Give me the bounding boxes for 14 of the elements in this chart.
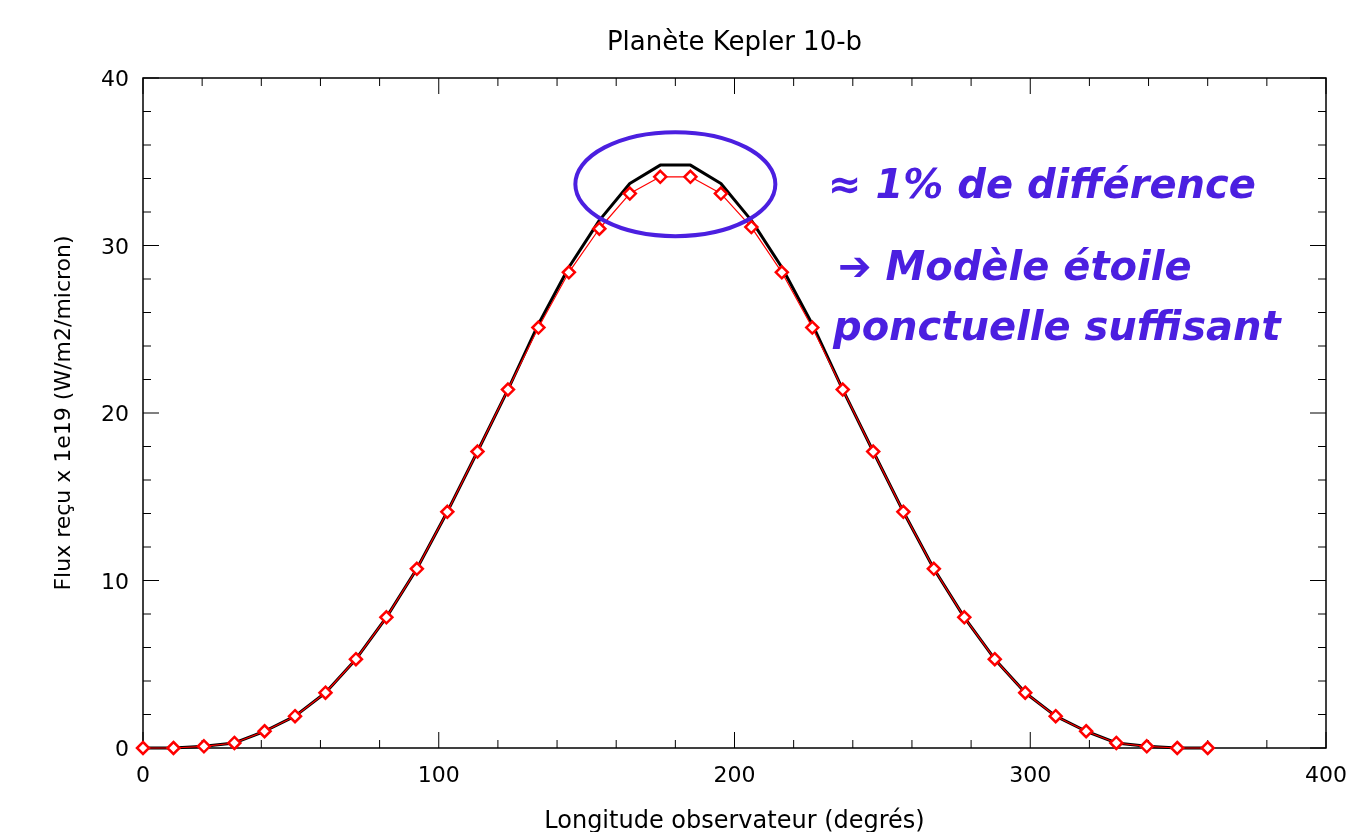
annotation: ➔ Modèle étoile ponctuelle suffisant [832, 243, 1283, 349]
y-tick-label: 40 [101, 66, 129, 91]
y-tick-label: 30 [101, 233, 129, 259]
x-tick-label: 100 [417, 762, 460, 787]
chart-title: Planète Kepler 10-b [606, 26, 863, 56]
y-tick-label: 20 [101, 401, 129, 426]
y-tick-label: 10 [101, 568, 129, 594]
y-tick-label: 0 [115, 736, 129, 761]
y-axis-title: Flux reçu x 1e19 (W/m2/micron) [50, 235, 75, 591]
x-tick-label: 0 [136, 762, 150, 787]
x-tick-label: 300 [1009, 762, 1052, 787]
x-tick-label: 200 [713, 762, 756, 787]
annotation: ≈ 1% de différence [828, 161, 1256, 207]
x-tick-label: 400 [1305, 762, 1347, 787]
